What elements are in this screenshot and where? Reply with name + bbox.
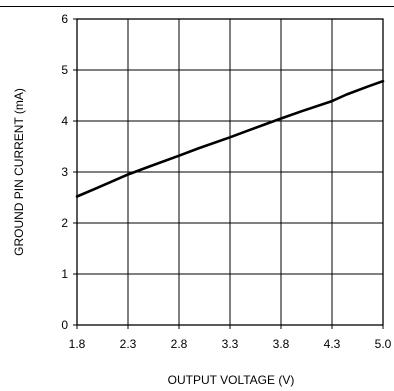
x-tick-label: 4.3	[324, 337, 341, 351]
x-axis-ticks: 1.8 2.3 2.8 3.3 3.8 4.3 5.0	[69, 325, 392, 351]
series-line	[75, 79, 385, 198]
top-rule	[0, 6, 394, 7]
x-tick-label: 5.0	[375, 337, 392, 351]
y-tick-label: 4	[61, 114, 68, 128]
x-axis-title: OUTPUT VOLTAGE (V)	[168, 373, 295, 387]
y-tick-label: 1	[61, 267, 68, 281]
y-axis-title: GROUND PIN CURRENT (mA)	[12, 88, 26, 256]
x-tick-label: 1.8	[69, 337, 86, 351]
y-tick-label: 3	[61, 165, 68, 179]
series-layer	[75, 79, 385, 198]
y-tick-label: 6	[61, 12, 68, 26]
y-tick-label: 5	[61, 63, 68, 77]
y-axis-ticks: 0 1 2 3 4 5 6	[61, 12, 77, 332]
y-tick-label: 0	[61, 318, 68, 332]
x-tick-label: 3.3	[222, 337, 239, 351]
grid	[77, 19, 383, 325]
x-tick-label: 3.8	[273, 337, 290, 351]
x-tick-label: 2.8	[171, 337, 188, 351]
x-tick-label: 2.3	[120, 337, 137, 351]
y-tick-label: 2	[61, 216, 68, 230]
